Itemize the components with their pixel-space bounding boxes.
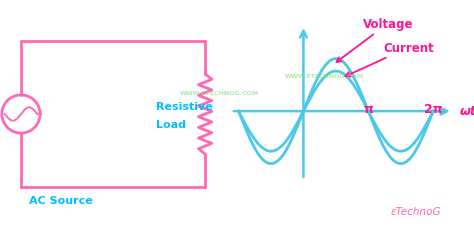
- Text: π: π: [364, 102, 373, 115]
- Text: WWW.ETECHNOG.COM: WWW.ETECHNOG.COM: [285, 74, 364, 79]
- Text: Resistive: Resistive: [155, 102, 212, 112]
- Text: WWW.ETECHNOG.COM: WWW.ETECHNOG.COM: [180, 90, 259, 95]
- Text: Voltage: Voltage: [337, 18, 413, 63]
- Text: 2π: 2π: [424, 102, 443, 115]
- Text: ωt: ωt: [460, 104, 474, 117]
- Text: Current: Current: [346, 42, 434, 77]
- Text: Load: Load: [155, 119, 185, 129]
- Text: εTechnoG: εTechnoG: [391, 206, 441, 216]
- Text: AC Source: AC Source: [28, 195, 92, 205]
